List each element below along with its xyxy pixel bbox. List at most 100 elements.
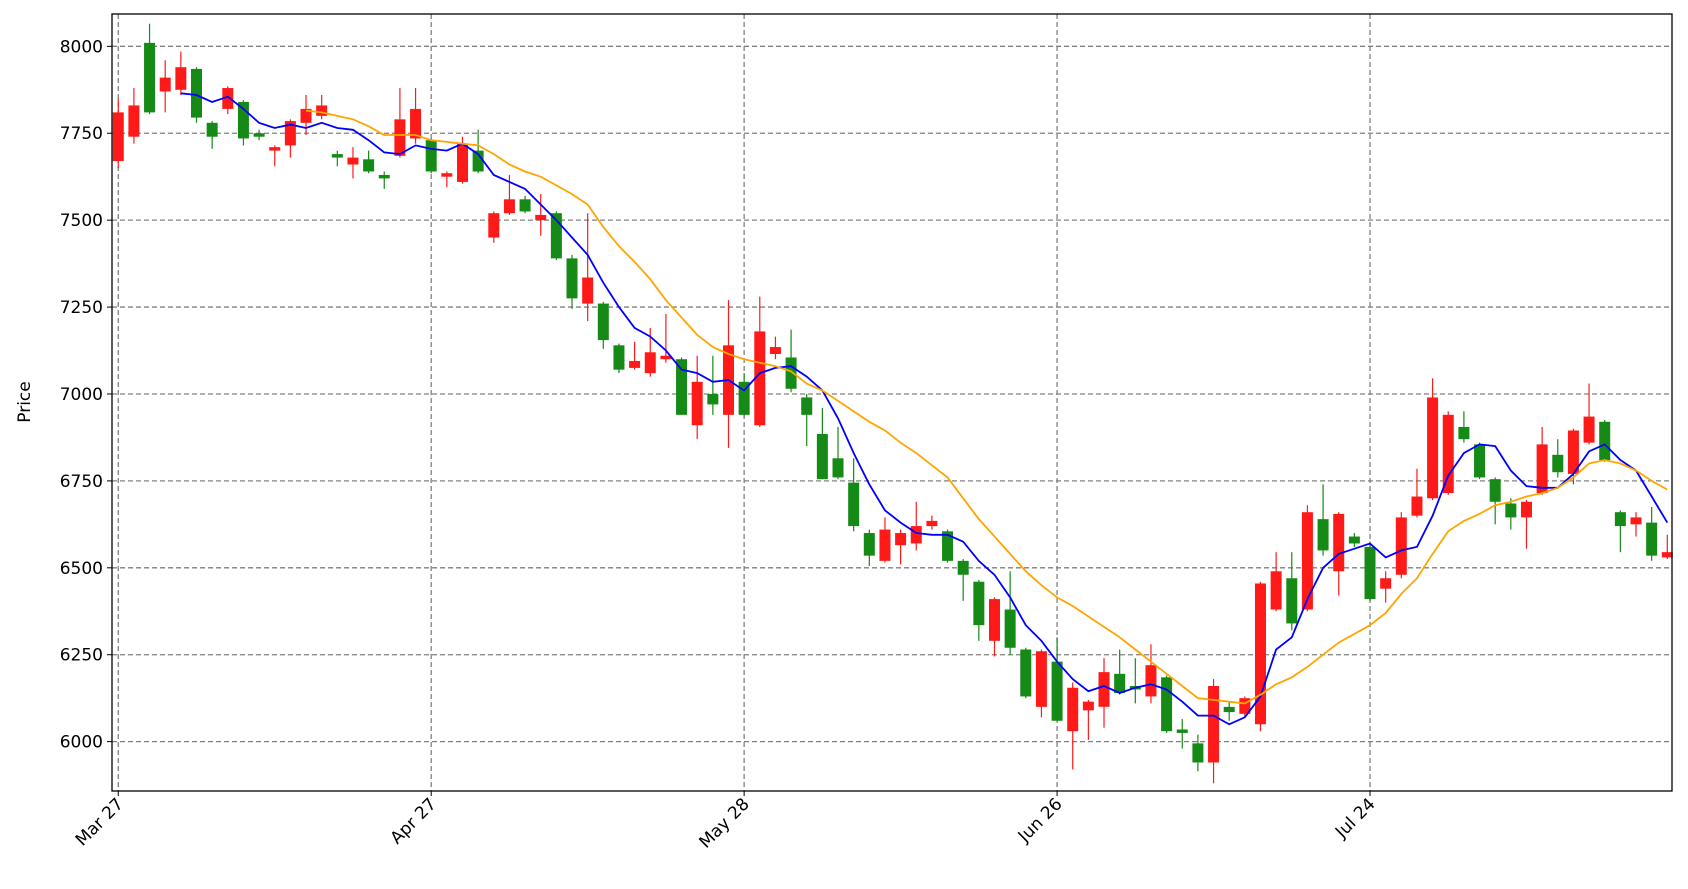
candle-body: [1458, 427, 1470, 440]
candle-body: [1646, 522, 1658, 556]
candle-body: [566, 258, 578, 299]
candle-body: [597, 303, 609, 341]
candle-body: [1614, 512, 1626, 527]
candle-body: [848, 482, 860, 527]
candle-body: [660, 355, 672, 360]
candle-body: [1098, 672, 1110, 707]
candle-body: [159, 77, 171, 92]
candle-body: [1145, 665, 1157, 697]
candle-body: [1254, 583, 1266, 725]
candle-body: [1067, 687, 1079, 732]
candle-body: [926, 520, 938, 527]
candle-body: [816, 433, 828, 480]
candle-body: [1301, 512, 1313, 610]
candle-body: [1567, 430, 1579, 474]
candle-body: [1442, 414, 1454, 494]
y-tick-label: 7500: [60, 211, 103, 231]
y-tick-label: 8000: [60, 37, 103, 57]
y-tick-label: 6250: [60, 646, 103, 666]
y-tick-label: 7750: [60, 124, 103, 144]
candle-body: [910, 526, 922, 544]
candle-body: [1035, 651, 1047, 707]
candle-body: [785, 357, 797, 389]
candle-body: [1536, 444, 1548, 494]
candle-body: [284, 121, 296, 146]
y-axis-label: Price: [15, 381, 35, 422]
candle-body: [1223, 706, 1235, 713]
candle-body: [832, 458, 844, 478]
candle-body: [1192, 743, 1204, 763]
candle-body: [1239, 698, 1251, 714]
candle-body: [300, 108, 312, 123]
candle-body: [957, 560, 969, 575]
candle-body: [488, 213, 500, 238]
candle-body: [1082, 701, 1094, 711]
candle-body: [363, 159, 375, 172]
candle-body: [535, 214, 547, 221]
y-tick-label: 6750: [60, 472, 103, 492]
candle-body: [613, 345, 625, 370]
candle-body: [378, 174, 390, 179]
candle-body: [1661, 552, 1673, 558]
candle-body: [175, 67, 187, 90]
candle-body: [707, 393, 719, 405]
candle-body: [269, 147, 281, 151]
candle-body: [441, 173, 453, 177]
candle-body: [769, 347, 781, 355]
candle-body: [1208, 686, 1220, 763]
candle-body: [316, 105, 328, 116]
candle-body: [754, 331, 766, 426]
candle-body: [1020, 649, 1032, 697]
candle-body: [1520, 501, 1532, 518]
candle-body: [1427, 397, 1439, 499]
candle-body: [222, 88, 234, 109]
candle-body: [988, 599, 1000, 641]
x-tick-label: Apr 27: [387, 794, 441, 848]
candle-body: [738, 381, 750, 415]
candle-body: [676, 359, 688, 415]
candle-body: [1270, 571, 1282, 610]
candle-body: [1395, 517, 1407, 575]
candle-body: [1333, 513, 1345, 572]
candle-body: [1364, 546, 1376, 600]
candle-body: [394, 119, 406, 156]
candle-body: [1474, 444, 1486, 478]
candle-body: [1114, 673, 1126, 693]
candle-body: [128, 105, 140, 137]
moving-average-line: [305, 109, 1668, 705]
candle-body: [456, 143, 468, 182]
candle-body: [1051, 661, 1063, 721]
candle-body: [112, 112, 124, 162]
candle-body: [237, 101, 249, 139]
candle-body: [472, 150, 484, 172]
candle-body: [1317, 519, 1329, 551]
y-tick-label: 7250: [60, 298, 103, 318]
candle-body: [1489, 479, 1501, 502]
candle-body: [582, 277, 594, 304]
candle-body: [519, 199, 531, 212]
candle-body: [879, 529, 891, 561]
candle-body: [1176, 729, 1188, 733]
candle-body: [629, 360, 641, 368]
x-tick-label: Jul 24: [1331, 794, 1379, 842]
moving-average-line: [180, 92, 1669, 726]
candle-body: [895, 533, 907, 546]
y-tick-label: 7000: [60, 385, 103, 405]
candle-body: [691, 381, 703, 426]
candle-body: [1583, 416, 1595, 443]
candle-body: [1161, 677, 1173, 732]
candle-body: [1505, 503, 1517, 518]
candle-body: [253, 133, 265, 137]
x-tick-label: Jun 26: [1014, 794, 1067, 847]
candle-body: [973, 581, 985, 626]
x-tick-label: Mar 27: [72, 794, 128, 850]
candle-body: [206, 122, 218, 137]
candle-body: [1630, 517, 1642, 525]
candle-body: [190, 68, 202, 118]
candle-body: [1286, 578, 1298, 624]
candle-body: [550, 213, 562, 259]
plot-frame: [111, 13, 1673, 792]
candle-body: [942, 531, 954, 561]
candle-body: [1552, 454, 1564, 473]
